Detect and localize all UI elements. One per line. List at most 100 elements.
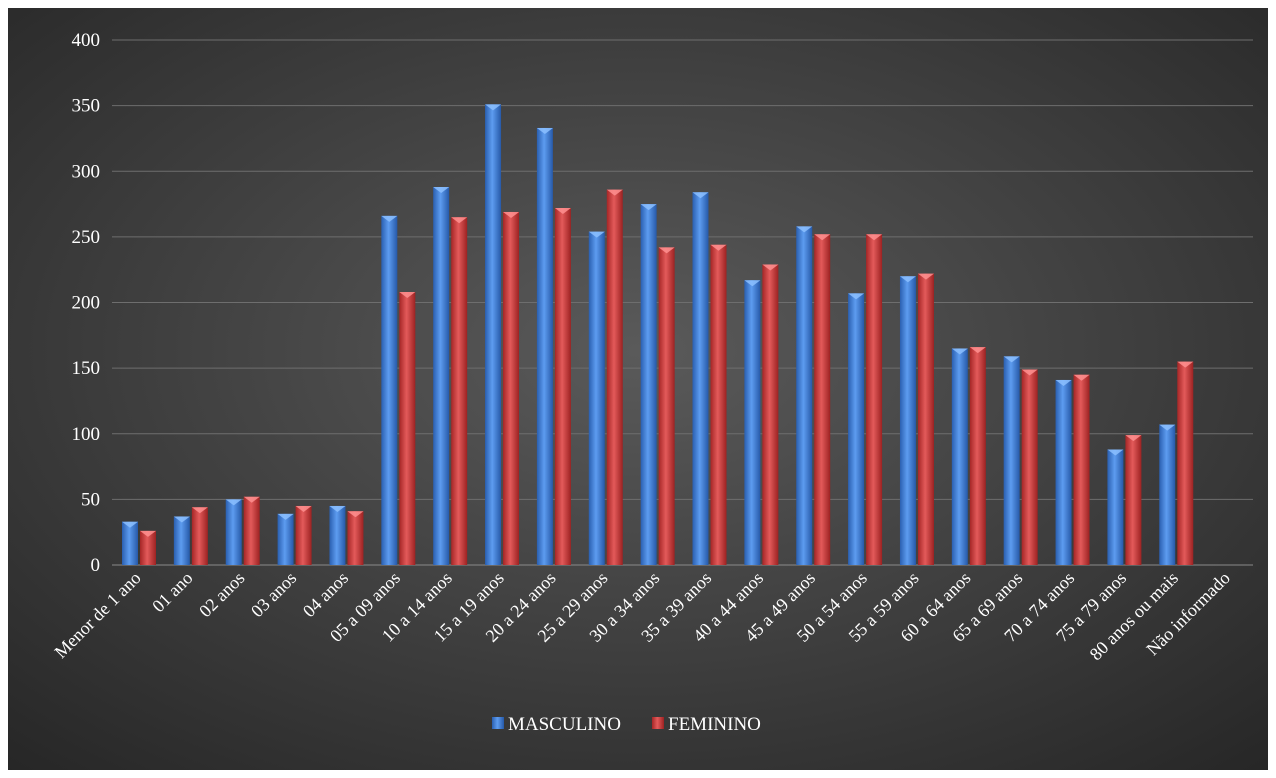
legend: MASCULINO FEMININO (492, 714, 761, 735)
bar-cap (329, 505, 346, 512)
bar-masculino (277, 513, 294, 565)
y-axis-ticks: 0 50 100 150 200 250 300 350 400 (72, 30, 101, 576)
bar-cap (225, 499, 242, 506)
bar-cap (866, 234, 883, 241)
bar-masculino (225, 499, 242, 565)
y-tick-label: 50 (81, 489, 100, 510)
bar-feminino (503, 211, 520, 565)
bar-feminino (1073, 374, 1090, 565)
bar-feminino (554, 208, 571, 565)
bar-cap (744, 280, 761, 287)
bar-feminino (606, 189, 623, 565)
bar-masculino (173, 516, 190, 565)
bar-feminino (969, 347, 986, 565)
bar-cap (399, 292, 416, 298)
bar-masculino (329, 505, 346, 565)
bar-cap (899, 276, 916, 283)
bar-feminino (917, 273, 934, 565)
bar-cap (122, 521, 138, 528)
bar-masculino (1055, 379, 1072, 565)
bar-feminino (295, 505, 312, 565)
bar-feminino (140, 530, 156, 565)
bars (122, 104, 1194, 565)
bar-cap (433, 187, 450, 193)
bar-feminino (658, 247, 675, 565)
bar-masculino (1159, 424, 1176, 565)
bar-feminino (710, 244, 727, 565)
bar-masculino (848, 293, 865, 565)
bar-cap (485, 104, 502, 111)
legend-label: MASCULINO (508, 714, 621, 735)
y-tick-label: 200 (72, 293, 101, 314)
bar-cap (1021, 369, 1038, 376)
bar-feminino (866, 234, 883, 565)
bar-masculino (433, 187, 450, 565)
legend-label: FEMININO (668, 714, 761, 735)
bar-cap (381, 215, 398, 222)
bar-cap (451, 217, 468, 224)
bar-masculino (485, 104, 502, 565)
bar-cap (1073, 374, 1090, 381)
bar-masculino (744, 280, 761, 565)
bar-cap (295, 505, 312, 512)
bar-cap (658, 247, 675, 254)
bar-masculino (381, 215, 398, 565)
bar-masculino (588, 231, 605, 565)
bar-cap (536, 127, 553, 134)
bar-feminino (347, 511, 364, 565)
y-tick-label: 150 (72, 358, 101, 379)
y-tick-label: 400 (72, 30, 101, 51)
bar-cap (814, 234, 831, 241)
bar-cap (848, 293, 865, 300)
bar-cap (554, 208, 571, 214)
y-tick-label: 100 (72, 424, 101, 445)
bar-feminino (814, 234, 831, 565)
legend-swatch (492, 717, 504, 729)
bar-cap (917, 273, 934, 280)
bar-feminino (1125, 435, 1142, 565)
bar-cap (606, 189, 623, 196)
bar-cap (191, 507, 208, 514)
bar-cap (347, 511, 364, 518)
bar-cap (1159, 424, 1176, 431)
y-tick-label: 250 (72, 227, 101, 248)
bar-feminino (1177, 361, 1194, 565)
y-tick-label: 300 (72, 161, 101, 182)
bar-feminino (399, 292, 416, 565)
bar-feminino (451, 217, 468, 565)
bar-feminino (1021, 369, 1038, 565)
y-tick-label: 350 (72, 96, 101, 117)
bar-cap (640, 204, 657, 211)
bar-cap (1125, 435, 1142, 442)
bar-cap (762, 264, 779, 271)
bar-cap (503, 211, 520, 218)
bar-masculino (796, 226, 813, 565)
bar-cap (1003, 356, 1020, 363)
bar-cap (951, 348, 968, 355)
bar-cap (588, 231, 605, 238)
legend-swatch (652, 717, 664, 729)
bar-cap (969, 347, 986, 354)
bar-masculino (951, 348, 968, 565)
bar-feminino (191, 507, 208, 565)
bar-cap (173, 516, 190, 523)
bar-cap (796, 226, 813, 233)
bar-cap (1107, 449, 1124, 456)
bar-masculino (692, 192, 709, 565)
bar-masculino (1003, 356, 1020, 565)
bar-masculino (640, 204, 657, 565)
bar-feminino (762, 264, 779, 565)
bar-masculino (899, 276, 916, 565)
bar-cap (1177, 361, 1194, 368)
bar-cap (243, 496, 260, 503)
bar-cap (140, 530, 156, 537)
bar-cap (1055, 379, 1072, 386)
y-tick-label: 0 (91, 555, 101, 576)
bar-masculino (536, 127, 553, 565)
bar-masculino (1107, 449, 1124, 565)
bar-cap (692, 192, 709, 199)
bar-cap (277, 513, 294, 520)
bar-cap (710, 244, 727, 251)
chart-frame: 0 50 100 150 200 250 300 350 400 Menor de 1 ano 0… (8, 8, 1268, 770)
